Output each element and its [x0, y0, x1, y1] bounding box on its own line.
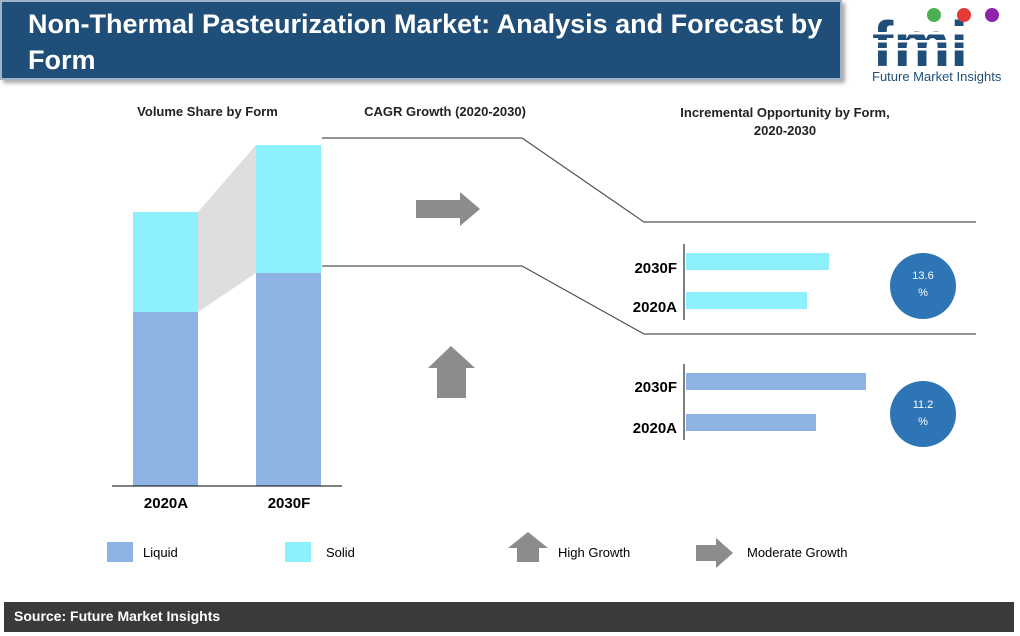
section-title-incremental: Incremental Opportunity by Form, 2020-20…	[680, 105, 890, 138]
stacked-category-2030f: 2030F	[268, 495, 311, 512]
logo-dot-green	[927, 8, 941, 22]
legend-label-liquid: Liquid	[143, 545, 178, 560]
stacked-category-2020a: 2020A	[144, 495, 188, 512]
fmi-logo: fmi	[868, 8, 1008, 80]
moderate-growth-arrow-icon	[416, 192, 480, 226]
stacked-bar-solid-2030f	[256, 145, 321, 273]
page-title: Non-Thermal Pasteurization Market: Analy…	[28, 9, 823, 75]
hbar-liquid-2030f	[686, 373, 866, 390]
logo-tagline: Future Market Insights	[872, 69, 1002, 84]
hbar-solid-2030f	[686, 253, 829, 270]
source-text: Source: Future Market Insights	[14, 608, 221, 624]
hbar-liquid-2020a	[686, 414, 816, 431]
legend-moderate-growth-icon	[696, 538, 733, 568]
cagr-circle-solid	[890, 253, 956, 319]
connector-line-bottom	[322, 265, 976, 335]
legend-label-solid: Solid	[326, 545, 355, 560]
stack-connector-band	[198, 145, 256, 312]
top-hbar-label-2030f: 2030F	[634, 260, 677, 277]
connector-line-top	[322, 137, 976, 223]
logo-dot-purple	[985, 8, 999, 22]
bottom-hbar-label-2020a: 2020A	[633, 420, 677, 437]
hbar-solid-2020a	[686, 292, 807, 309]
stacked-bar-solid-2020a	[133, 212, 198, 312]
cagr-circle-liquid	[890, 381, 956, 447]
cagr-value-solid: 13.6	[912, 270, 933, 282]
stacked-bar-liquid-2020a	[133, 312, 198, 486]
legend-swatch-liquid	[107, 542, 133, 562]
legend-label-high-growth: High Growth	[558, 545, 630, 560]
title-banner: Non-Thermal Pasteurization Market: Analy…	[0, 0, 842, 80]
section-title-cagr: CAGR Growth (2020-2030)	[364, 104, 526, 119]
logo-letters: fmi	[872, 8, 968, 80]
source-bar: Source: Future Market Insights	[4, 602, 1014, 632]
section-title-volume-share: Volume Share by Form	[137, 104, 278, 119]
legend-high-growth-icon	[508, 532, 548, 562]
stacked-bar-chart	[133, 145, 321, 486]
cagr-unit-solid: %	[918, 287, 928, 299]
cagr-value-liquid: 11.2	[913, 399, 934, 411]
logo-dot-red	[957, 8, 971, 22]
high-growth-arrow-icon	[428, 346, 475, 398]
bottom-hbar-label-2030f: 2030F	[634, 379, 677, 396]
top-hbar-label-2020a: 2020A	[633, 299, 677, 316]
incremental-bar-charts	[686, 253, 866, 431]
legend-label-moderate-growth: Moderate Growth	[747, 545, 847, 560]
stacked-bar-liquid-2030f	[256, 273, 321, 486]
cagr-unit-liquid: %	[918, 416, 928, 428]
legend-swatch-solid	[285, 542, 311, 562]
